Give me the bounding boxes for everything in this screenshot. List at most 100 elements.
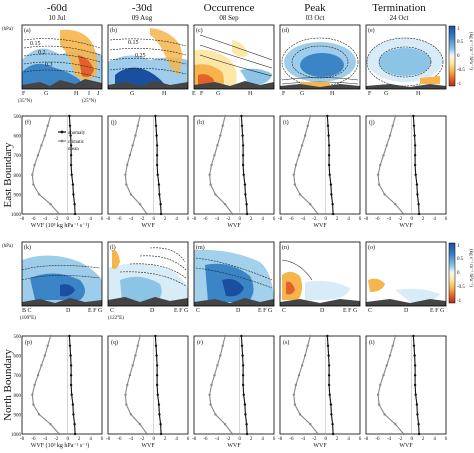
- anomaly-point: [72, 413, 75, 416]
- profile-xtick: -2: [140, 217, 145, 222]
- climatic-mean-point: [128, 374, 132, 377]
- climatic-mean-point: [36, 374, 40, 377]
- anomaly-point: [68, 334, 71, 338]
- climatic-mean-point: [216, 364, 219, 367]
- xlabel-efg: E F G: [343, 308, 358, 314]
- profile-xtick: -4: [301, 437, 306, 442]
- profile-ytick: 800: [14, 394, 22, 399]
- climatic-mean-point: [383, 413, 386, 416]
- anomaly-point: [69, 154, 73, 157]
- climatic-mean-point: [136, 124, 139, 128]
- profile-ytick: 1000: [11, 433, 22, 438]
- anomaly-point: [73, 423, 76, 426]
- colorbar-east: 1 0.5 0 -0.5 -1 (kg s⁻¹ m⁻¹ hPa⁻¹): [448, 25, 474, 87]
- east-profile-panels: (f) -8 -6 -4 -2 0 2 4 6 WVF (10³ kg hPa⁻¹ s⁻¹) 500…: [11, 114, 448, 229]
- hpa-label: (hPa): [2, 27, 13, 32]
- panel-e: (e) F G H: [365, 24, 447, 97]
- climatic-mean-point: [293, 403, 297, 406]
- column-headers: -60d 10 Jul -30d 09 Aug Occurrence 08 Se…: [47, 2, 426, 22]
- anomaly-point: [241, 364, 245, 367]
- profile-xtick: -2: [226, 437, 231, 442]
- col-title-1: -60d: [47, 2, 68, 14]
- anomaly-point: [326, 344, 330, 347]
- anomaly-point: [412, 114, 415, 118]
- profile-xtick: -6: [31, 217, 36, 222]
- anomaly-point: [159, 423, 162, 426]
- climatic-mean-point: [316, 212, 320, 216]
- anomaly-point: [68, 124, 72, 128]
- climatic-mean-point: [223, 423, 227, 426]
- climatic-mean-point: [32, 403, 35, 406]
- profile-panel: (s) -8 -6 -4 -2 0 2 4 6 WVF: [278, 334, 362, 449]
- anomaly-point: [241, 144, 245, 147]
- anomaly-point: [329, 183, 333, 186]
- climatic-mean-point: [213, 374, 216, 377]
- panel-letter: (k): [24, 244, 31, 251]
- profile-frame: [193, 335, 275, 435]
- climatic-mean-point: [138, 203, 142, 206]
- xlabel-c: C: [196, 308, 200, 314]
- panel-letter: (j): [369, 119, 375, 126]
- profile-xtick: 2: [422, 217, 425, 222]
- climatic-mean-point: [292, 173, 295, 176]
- profile-xtick: 4: [347, 217, 350, 222]
- xlabel-f: F: [22, 91, 26, 97]
- anomaly-point: [155, 354, 158, 357]
- climatic-mean-point: [138, 423, 142, 426]
- anomaly-point: [326, 114, 329, 118]
- climatic-mean-point: [297, 374, 301, 377]
- panel-letter: (o): [368, 244, 375, 251]
- anomaly-point: [155, 163, 159, 167]
- climatic-mean-point: [208, 393, 211, 396]
- anomaly-point: [413, 134, 416, 137]
- hpa-label: (hPa): [2, 244, 13, 249]
- panel-letter: (m): [196, 244, 205, 251]
- profile-panel: (p) -8 -6 -4 -2 0 2 4 6 WVF (10³ kg hPa⁻¹ s⁻¹) 500…: [11, 334, 104, 449]
- climatic-mean-point: [126, 383, 129, 387]
- climatic-mean-point: [134, 354, 137, 357]
- panel-letter: (n): [282, 244, 289, 251]
- xlabel-h: H: [162, 91, 167, 97]
- anomaly-point: [69, 364, 73, 367]
- anomaly-point: [327, 163, 331, 167]
- xlabel-f: F: [282, 91, 286, 97]
- anomaly-point: [155, 374, 159, 377]
- climatic-mean-point: [379, 383, 382, 387]
- climatic-mean-point: [306, 124, 309, 128]
- xlabel-f: F: [200, 91, 204, 97]
- profile-panel: (j) -8 -6 -4 -2 0 2 4 6 WVF: [364, 114, 448, 229]
- profile-frame: [107, 115, 189, 215]
- anomaly-point: [245, 203, 248, 206]
- climatic-mean-point: [131, 144, 134, 147]
- profile-xtick: -6: [203, 437, 208, 442]
- climatic-mean-point: [49, 114, 52, 118]
- xlabel-j: J: [97, 91, 100, 97]
- anomaly-point: [417, 423, 420, 426]
- anomaly-point: [412, 124, 416, 128]
- climatic-mean-point: [36, 154, 40, 157]
- panel-letter: (s): [283, 339, 289, 346]
- anomaly-point: [417, 432, 421, 436]
- profile-xtick: 0: [410, 437, 413, 442]
- profile-xtick: -6: [117, 217, 122, 222]
- anomaly-point: [154, 114, 157, 118]
- climatic-mean-point: [402, 432, 405, 436]
- profile-xtick: 4: [261, 437, 264, 442]
- cb-tick: 1: [457, 27, 460, 32]
- anomaly-point: [327, 374, 331, 377]
- anomaly-point: [71, 183, 75, 186]
- xlabel-c: C: [282, 308, 286, 314]
- anomaly-point: [72, 193, 75, 196]
- profile-frame: [365, 335, 447, 435]
- climatic-mean-point: [31, 173, 34, 176]
- climatic-mean-point: [294, 383, 298, 387]
- profile-xtick: 0: [324, 217, 327, 222]
- anomaly-point: [245, 212, 249, 216]
- anomaly-point: [154, 124, 158, 128]
- xlabel-i: I: [88, 91, 90, 97]
- climatic-mean-point: [33, 163, 36, 167]
- climatic-mean-point: [297, 154, 301, 157]
- profile-ytick: 700: [14, 374, 22, 379]
- climatic-mean-point: [376, 393, 380, 396]
- climatic-mean-point: [385, 364, 388, 367]
